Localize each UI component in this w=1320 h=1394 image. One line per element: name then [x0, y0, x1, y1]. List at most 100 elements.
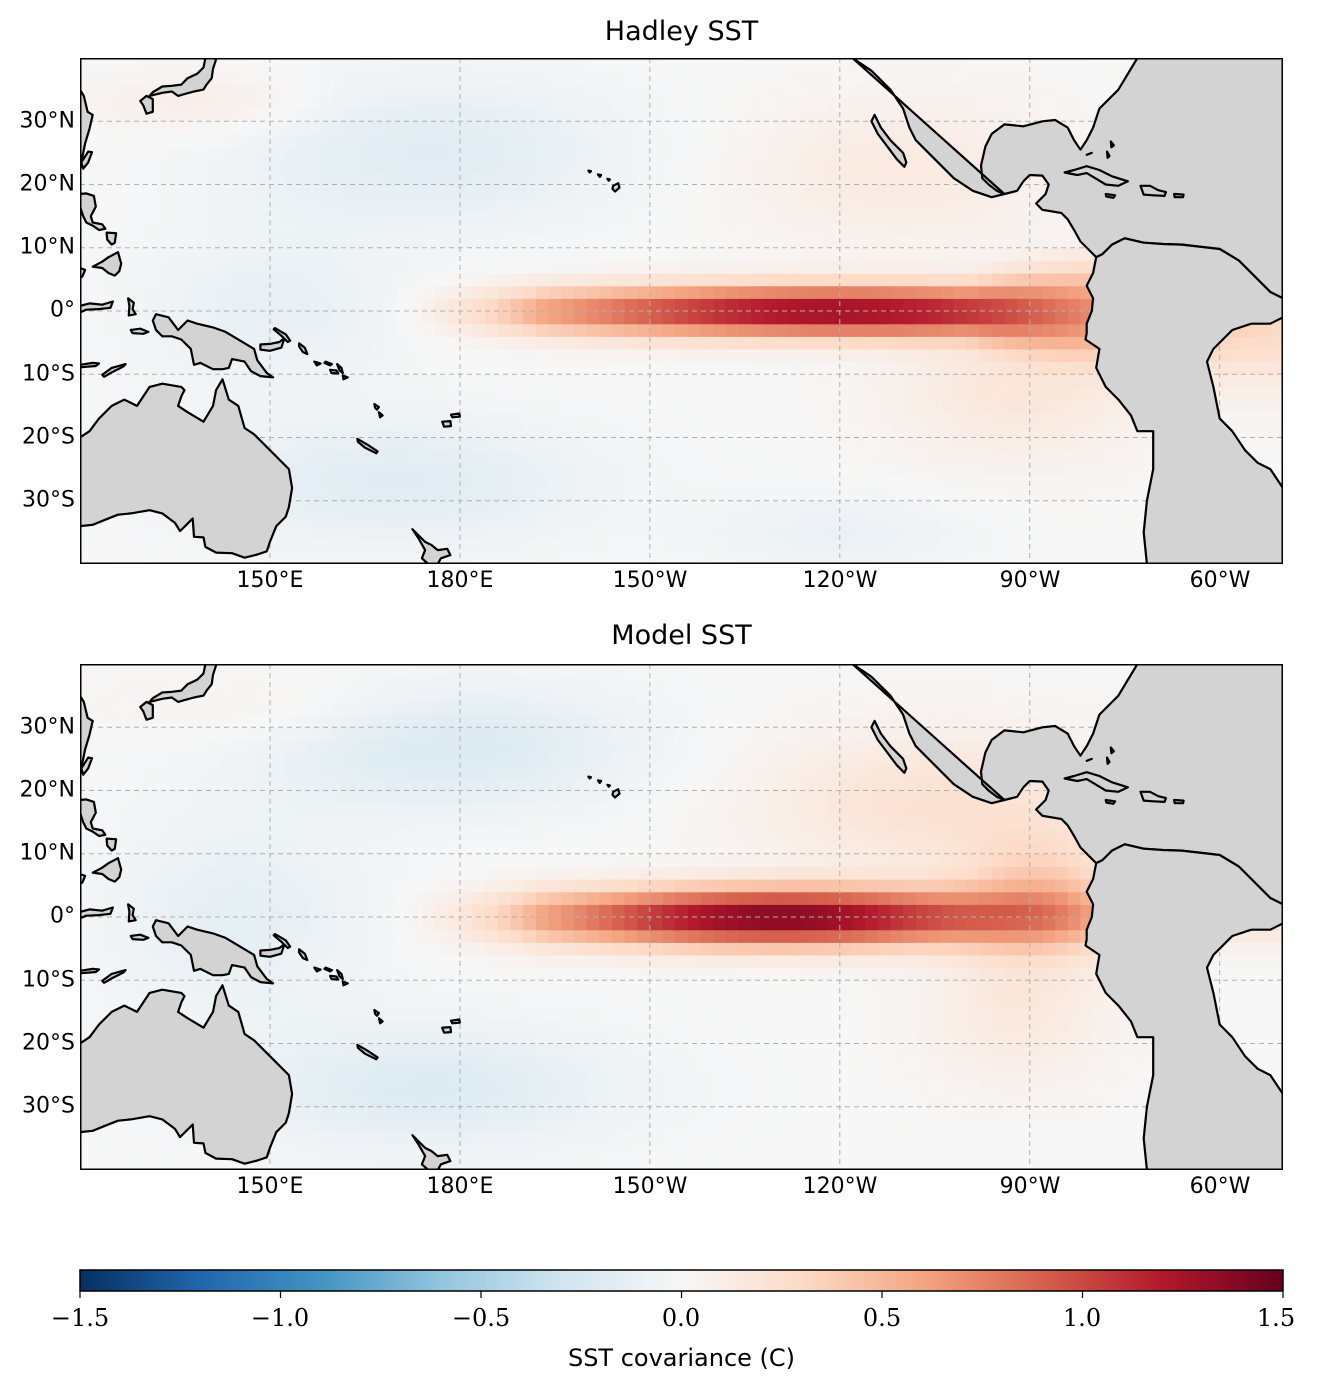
- landmass-new-zealand-north: [411, 528, 452, 564]
- landmass-fiji-vanua-levu: [449, 412, 461, 419]
- landmass-new-caledonia: [356, 437, 379, 455]
- landmass-hawaii-oahu: [596, 173, 603, 179]
- landmass-jamaica: [1104, 192, 1117, 199]
- landmass-luzon: [80, 192, 107, 232]
- colorbar-tick-label: 0.5: [862, 1304, 902, 1332]
- landmass-new-britain: [259, 943, 286, 958]
- landmass-san-cristobal: [341, 980, 349, 987]
- lon-label-120w: 120°W: [802, 1174, 878, 1199]
- landmass-south-america: [1084, 237, 1283, 564]
- landmass-new-guinea: [151, 919, 275, 985]
- landmass-sulawesi: [80, 300, 115, 314]
- landmass-timor: [101, 363, 127, 378]
- lon-label-150e: 150°E: [236, 568, 304, 593]
- landmass-hawaii-big: [611, 182, 621, 193]
- hadley-sst-svg: [80, 58, 1283, 564]
- landmass-hispaniola: [1139, 790, 1168, 803]
- colorbar: [79, 1269, 1284, 1298]
- landmass-vanuatu-a: [373, 402, 380, 411]
- map-frame: [80, 58, 1283, 564]
- lon-label-90w: 90°W: [999, 1174, 1061, 1199]
- landmass-san-cristobal: [341, 374, 349, 381]
- landmass-samar: [105, 231, 118, 246]
- lon-label-90w: 90°W: [999, 568, 1061, 593]
- landmass-new-britain: [259, 337, 286, 352]
- landmass-florida-keys: [1085, 757, 1093, 762]
- landmass-new-georgia: [313, 360, 322, 367]
- landmass-bahamas-b: [1105, 756, 1111, 766]
- lon-label-120w: 120°W: [802, 568, 878, 593]
- landmass-santa-isabel: [323, 966, 334, 973]
- landmass-baja-california: [870, 719, 908, 774]
- model-sst-svg: [80, 664, 1283, 1170]
- colorbar-label: SST covariance (C): [567, 1344, 796, 1372]
- landmass-puerto-rico: [1172, 798, 1185, 805]
- lat-label-30n: 30°N: [19, 714, 75, 740]
- lat-label-20n: 20°N: [19, 171, 75, 197]
- colorbar-tick-label: 0.0: [661, 1304, 701, 1332]
- landmass-hawaii-big: [611, 788, 621, 799]
- landmass-bahamas-a: [1109, 746, 1116, 755]
- landmass-hawaii-kauai: [587, 775, 593, 780]
- lat-label-30s: 30°S: [22, 487, 75, 513]
- landmass-guadalcanal: [329, 974, 340, 981]
- lon-label-60w: 60°W: [1189, 1174, 1251, 1199]
- landmass-new-ireland: [272, 933, 292, 950]
- landmass-malaita: [336, 969, 344, 981]
- landmass-hispaniola: [1139, 184, 1168, 197]
- landmass-hawaii-oahu: [596, 779, 603, 785]
- landmass-fiji-viti-levu: [441, 420, 453, 428]
- landmass-guadalcanal: [329, 368, 340, 375]
- model-map-title: Model SST: [611, 620, 752, 651]
- lon-label-150w: 150°W: [612, 1174, 688, 1199]
- landmass-vanuatu-b: [377, 1017, 384, 1025]
- lat-label-20s: 20°S: [22, 1030, 75, 1056]
- landmass-seram: [129, 933, 150, 941]
- landmass-malaita: [336, 363, 344, 375]
- colorbar-tick-label: −1.5: [50, 1304, 110, 1332]
- landmass-australia: [80, 378, 294, 564]
- landmass-halmahera: [126, 903, 137, 923]
- model-sst-map: [80, 664, 1283, 1170]
- landmass-fiji-vanua-levu: [449, 1018, 461, 1025]
- lon-label-150e: 150°E: [236, 1174, 304, 1199]
- landmass-cuba: [1063, 771, 1130, 793]
- landmass-bahamas-a: [1109, 140, 1116, 149]
- landmass-hawaii-maui: [606, 177, 612, 182]
- land-polygons: [80, 664, 1283, 1170]
- landmass-bougainville: [298, 342, 309, 356]
- landmass-cuba: [1063, 165, 1130, 187]
- landmass-puerto-rico: [1172, 192, 1185, 199]
- hadley-sst-map: [80, 58, 1283, 564]
- landmass-hawaii-maui: [606, 783, 612, 788]
- colorbar-gradient: [79, 1269, 1284, 1292]
- landmass-new-georgia: [313, 966, 322, 973]
- landmass-timor: [101, 969, 127, 984]
- lat-label-10n: 10°N: [19, 840, 75, 866]
- landmass-luzon: [80, 798, 107, 838]
- lon-label-150w: 150°W: [612, 568, 688, 593]
- landmass-bougainville: [298, 948, 309, 962]
- landmass-mindanao: [91, 857, 123, 883]
- lat-label-0: 0°: [50, 297, 75, 323]
- landmass-flores: [80, 361, 101, 369]
- landmass-florida-keys: [1085, 151, 1093, 156]
- landmass-santa-isabel: [323, 360, 334, 367]
- lat-label-10s: 10°S: [22, 967, 75, 993]
- landmass-new-zealand-north: [411, 1134, 452, 1170]
- map-frame: [80, 664, 1283, 1170]
- lat-label-0: 0°: [50, 903, 75, 929]
- land-polygons: [80, 58, 1283, 564]
- lon-label-180e: 180°E: [426, 1174, 494, 1199]
- lat-label-10n: 10°N: [19, 234, 75, 260]
- landmass-jamaica: [1104, 798, 1117, 805]
- lat-label-20n: 20°N: [19, 777, 75, 803]
- landmass-vanuatu-b: [377, 411, 384, 419]
- landmass-mindanao: [91, 251, 123, 277]
- landmass-hawaii-kauai: [587, 169, 593, 174]
- landmass-new-guinea: [151, 313, 275, 379]
- colorbar-tick-label: 1.5: [1256, 1304, 1296, 1332]
- landmass-japan-kyushu: [139, 700, 154, 721]
- colorbar-tick-label: −0.5: [451, 1304, 511, 1332]
- landmass-fiji-viti-levu: [441, 1026, 453, 1034]
